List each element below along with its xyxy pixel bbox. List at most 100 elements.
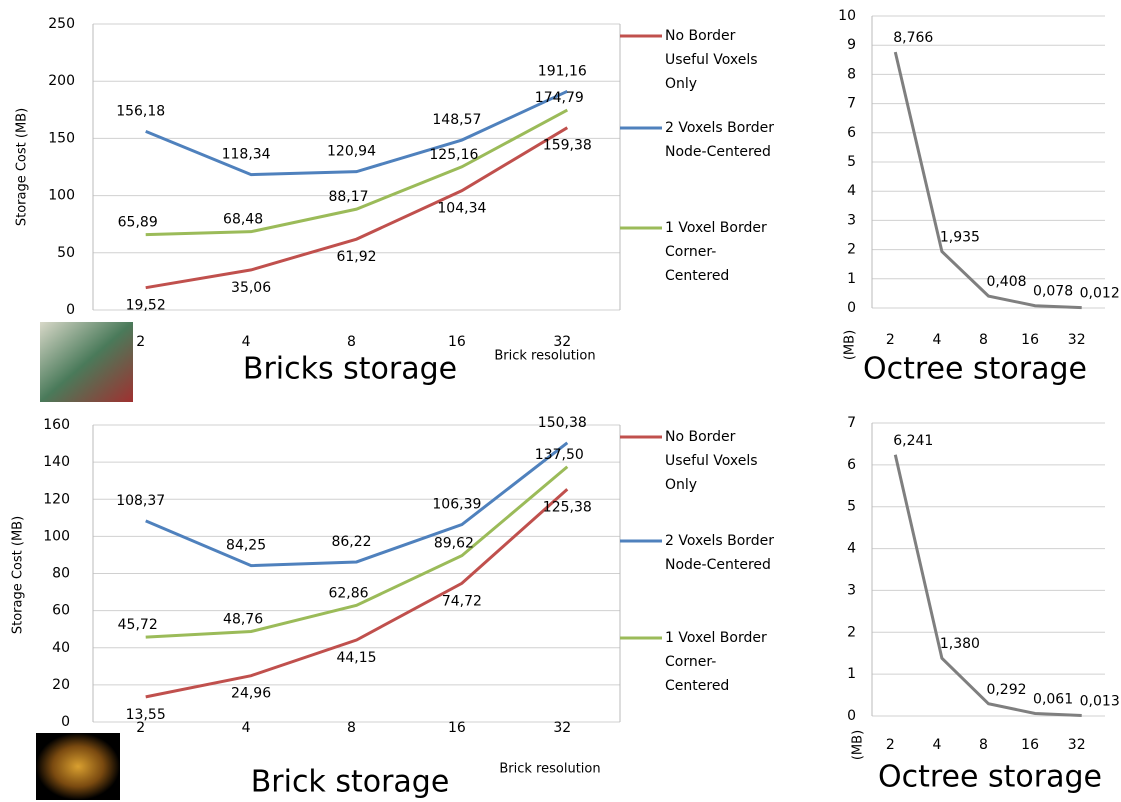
x-tick-label: 2	[886, 332, 895, 348]
x-tick-label: 16	[448, 720, 466, 736]
y-tick-label: 10	[838, 8, 856, 24]
data-label: 0,013	[1080, 693, 1120, 709]
data-label: 68,48	[223, 212, 263, 228]
y-tick-label: 0	[66, 302, 75, 318]
data-label: 1,380	[940, 636, 980, 652]
x-tick-label: 16	[1021, 737, 1039, 753]
data-label: 44,15	[336, 650, 376, 666]
x-tick-label: 32	[1068, 332, 1086, 348]
data-label: 108,37	[116, 493, 165, 509]
chart-title: Brick storage	[251, 765, 450, 800]
y-axis-label: Storage Cost (MB)	[11, 516, 26, 634]
y-tick-label: 100	[48, 188, 75, 204]
x-tick-label: 2	[136, 720, 145, 736]
data-label: 118,34	[222, 147, 271, 163]
data-label: 13,55	[126, 707, 166, 723]
y-tick-label: 0	[847, 708, 856, 724]
y-tick-label: 4	[847, 183, 856, 199]
data-label: 150,38	[538, 415, 587, 431]
y-tick-label: 0	[847, 300, 856, 316]
y-tick-label: 80	[52, 566, 70, 582]
line-series	[145, 108, 569, 237]
y-tick-label: 140	[43, 454, 70, 470]
data-label: 8,766	[893, 30, 933, 46]
y-tick-label: 50	[57, 245, 75, 261]
y-tick-label: 3	[847, 212, 856, 228]
y-tick-label: 160	[43, 417, 70, 433]
data-label: 104,34	[437, 201, 486, 217]
x-tick-label: 16	[1021, 332, 1039, 348]
data-label: 148,57	[432, 112, 481, 128]
x-tick-label: 4	[932, 737, 941, 753]
line-series	[145, 126, 569, 290]
y-tick-label: 6	[847, 457, 856, 473]
data-label: 61,92	[336, 249, 376, 265]
y-tick-label: 6	[847, 125, 856, 141]
data-label: 0,292	[986, 682, 1026, 698]
x-axis-label: Brick resolution	[499, 762, 600, 777]
data-label: 48,76	[223, 611, 263, 627]
y-tick-label: 7	[847, 415, 856, 431]
x-tick-label: 16	[448, 334, 466, 350]
chart-title: Bricks storage	[243, 352, 457, 387]
y-tick-label: 200	[48, 73, 75, 89]
data-label: 45,72	[118, 617, 158, 633]
data-label: 19,52	[126, 298, 166, 314]
y-axis-label: Storage Cost (MB)	[15, 108, 30, 226]
y-axis-label: (MB)	[851, 730, 866, 760]
x-tick-label: 8	[979, 737, 988, 753]
data-label: 35,06	[231, 280, 271, 296]
y-tick-label: 40	[52, 640, 70, 656]
x-tick-label: 8	[347, 720, 356, 736]
x-tick-label: 2	[136, 334, 145, 350]
y-tick-label: 5	[847, 499, 856, 515]
data-label: 89,62	[434, 536, 474, 552]
y-tick-label: 1	[847, 666, 856, 682]
data-label: 84,25	[226, 538, 266, 554]
x-tick-label: 32	[553, 720, 571, 736]
data-label: 120,94	[327, 144, 376, 160]
line-series	[145, 465, 569, 639]
chart-title: Octree storage	[863, 352, 1087, 387]
x-tick-label: 32	[553, 334, 571, 350]
data-label: 106,39	[432, 497, 481, 513]
data-label: 86,22	[331, 534, 371, 550]
y-tick-label: 3	[847, 582, 856, 598]
y-tick-label: 9	[847, 37, 856, 53]
data-label: 6,241	[893, 433, 933, 449]
data-label: 125,38	[543, 499, 592, 515]
legend-label: 2 Voxels Border Node-Centered	[665, 533, 775, 573]
y-tick-label: 1	[847, 271, 856, 287]
legend-label: 1 Voxel Border Corner-Centered	[665, 220, 767, 284]
data-label: 137,50	[535, 447, 584, 463]
data-label: 0,408	[986, 274, 1026, 290]
x-tick-label: 8	[347, 334, 356, 350]
legend-label: No Border Useful Voxels Only	[665, 28, 758, 92]
x-tick-label: 8	[979, 332, 988, 348]
y-tick-label: 120	[43, 491, 70, 507]
data-label: 174,79	[535, 90, 584, 106]
y-tick-label: 0	[61, 714, 70, 730]
y-tick-label: 8	[847, 66, 856, 82]
data-label: 1,935	[940, 229, 980, 245]
legend-label: 2 Voxels Border Node-Centered	[665, 120, 775, 160]
x-tick-label: 2	[886, 737, 895, 753]
data-label: 159,38	[543, 138, 592, 154]
y-tick-label: 150	[48, 130, 75, 146]
legend-label: 1 Voxel Border Corner-Centered	[665, 630, 767, 694]
data-label: 125,16	[429, 147, 478, 163]
y-tick-label: 100	[43, 528, 70, 544]
data-label: 74,72	[442, 593, 482, 609]
line-series	[145, 441, 569, 568]
y-tick-label: 250	[48, 16, 75, 32]
data-label: 191,16	[538, 63, 587, 79]
line-series	[145, 89, 568, 177]
data-label: 0,012	[1080, 286, 1120, 302]
legend-label: No Border Useful Voxels Only	[665, 429, 758, 493]
y-tick-label: 5	[847, 154, 856, 170]
line-series	[893, 51, 1082, 310]
data-label: 62,86	[328, 585, 368, 601]
line-series	[145, 488, 569, 699]
thumbnail	[40, 322, 133, 402]
y-tick-label: 4	[847, 541, 856, 557]
